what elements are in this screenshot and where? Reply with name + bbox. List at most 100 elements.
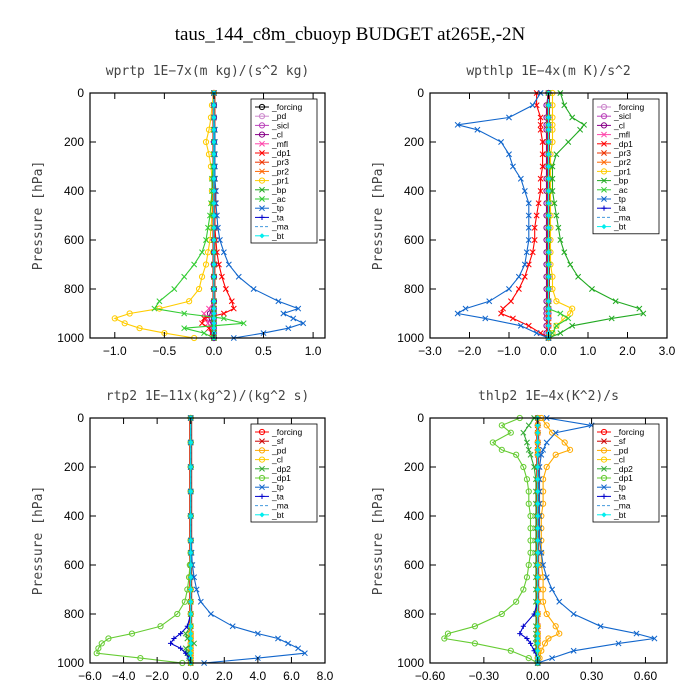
data-point (545, 315, 552, 321)
data-point (441, 635, 448, 642)
data-point (552, 623, 559, 630)
data-point (211, 237, 217, 243)
data-point (533, 330, 540, 337)
legend-marker (601, 196, 607, 202)
legend-label: _tp (271, 482, 284, 492)
legend-label: _forcing (613, 427, 645, 437)
data-point (211, 310, 217, 317)
legend-entry: _forcing (597, 427, 645, 437)
data-point (540, 562, 547, 568)
legend-marker (601, 493, 607, 499)
data-point (520, 623, 526, 629)
data-point (535, 611, 541, 617)
data-point (208, 200, 214, 207)
legend-marker (601, 465, 607, 472)
data-point (111, 315, 118, 322)
data-point (521, 261, 528, 268)
data-point (183, 650, 189, 656)
data-point (482, 315, 489, 322)
data-point (507, 429, 514, 436)
x-tick-label: −2.0 (145, 669, 169, 683)
data-point (557, 310, 564, 317)
y-tick-label: 400 (404, 184, 424, 198)
legend-marker (258, 474, 266, 482)
y-tick-label: 1000 (57, 331, 84, 345)
legend-entry: _bp (597, 176, 628, 186)
legend-label: _pr1 (613, 166, 631, 176)
data-point (184, 635, 191, 642)
data-point (211, 249, 217, 255)
data-point (535, 648, 541, 654)
data-point (545, 188, 552, 194)
data-point (525, 237, 532, 243)
legend-marker (259, 233, 265, 239)
data-point (211, 212, 217, 219)
data-point (201, 330, 207, 337)
data-point (633, 630, 640, 637)
legend-entry: _ta (255, 212, 284, 222)
data-point (545, 212, 552, 219)
data-point (557, 330, 564, 337)
legend-marker (601, 205, 607, 211)
data-point (471, 640, 478, 647)
legend-label: _bp (271, 185, 286, 195)
data-point (105, 635, 112, 642)
data-point (557, 237, 564, 243)
data-point (220, 249, 227, 256)
data-point (552, 451, 559, 458)
legend-label: _tp (271, 203, 284, 213)
data-point (531, 237, 538, 243)
x-tick-label: −3.0 (418, 344, 442, 358)
data-point (213, 212, 220, 219)
plot-frame (89, 92, 326, 339)
data-point (561, 102, 568, 109)
data-point (569, 322, 576, 329)
data-point (454, 121, 461, 128)
legend-label: _forcing (613, 102, 645, 112)
legend-entry: _pr3 (255, 157, 289, 167)
panel-title: thlp2 1E−4x(K^2)/s (478, 389, 619, 404)
series-bt (211, 90, 217, 341)
data-point (529, 249, 536, 256)
legend-marker (259, 150, 265, 156)
series-bt (188, 415, 194, 666)
y-tick-label: 200 (404, 460, 424, 474)
legend-marker (259, 140, 265, 147)
data-point (188, 550, 194, 556)
legend-marker (259, 186, 265, 193)
legend-entry: _ta (597, 203, 626, 213)
data-point (151, 305, 158, 312)
data-point (211, 286, 217, 292)
legend-marker (600, 103, 608, 111)
data-point (561, 249, 568, 256)
legend-marker (259, 465, 265, 472)
legend-label: _ta (613, 203, 626, 213)
data-point (188, 599, 194, 605)
data-point (98, 640, 105, 647)
data-point (537, 114, 544, 121)
legend-marker (601, 186, 607, 193)
data-point (535, 422, 541, 428)
data-point (211, 114, 217, 121)
legend-label: _dp2 (613, 464, 633, 474)
legend-marker (601, 512, 607, 518)
legend-marker (259, 196, 265, 202)
legend-entry: _cl (597, 455, 625, 465)
data-point (285, 640, 292, 647)
legend-entry: _bt (597, 222, 626, 232)
data-point (520, 429, 527, 436)
legend-label: _mfl (271, 139, 288, 149)
legend-entry: _dp2 (597, 464, 633, 474)
data-point (128, 630, 136, 637)
data-point (535, 525, 541, 531)
panels-group: wprtp 1E−7x(m kg)/(s^2 kg) Pressure [hPa]… (31, 64, 676, 683)
data-point (597, 623, 604, 630)
data-point (545, 310, 552, 317)
legend-entry: _cl (255, 130, 283, 140)
legend-entry: _dp1 (255, 148, 291, 158)
data-point (545, 200, 552, 206)
data-point (191, 574, 198, 581)
data-point (535, 501, 541, 507)
data-point (548, 429, 556, 436)
legend-label: _tp (613, 194, 626, 204)
